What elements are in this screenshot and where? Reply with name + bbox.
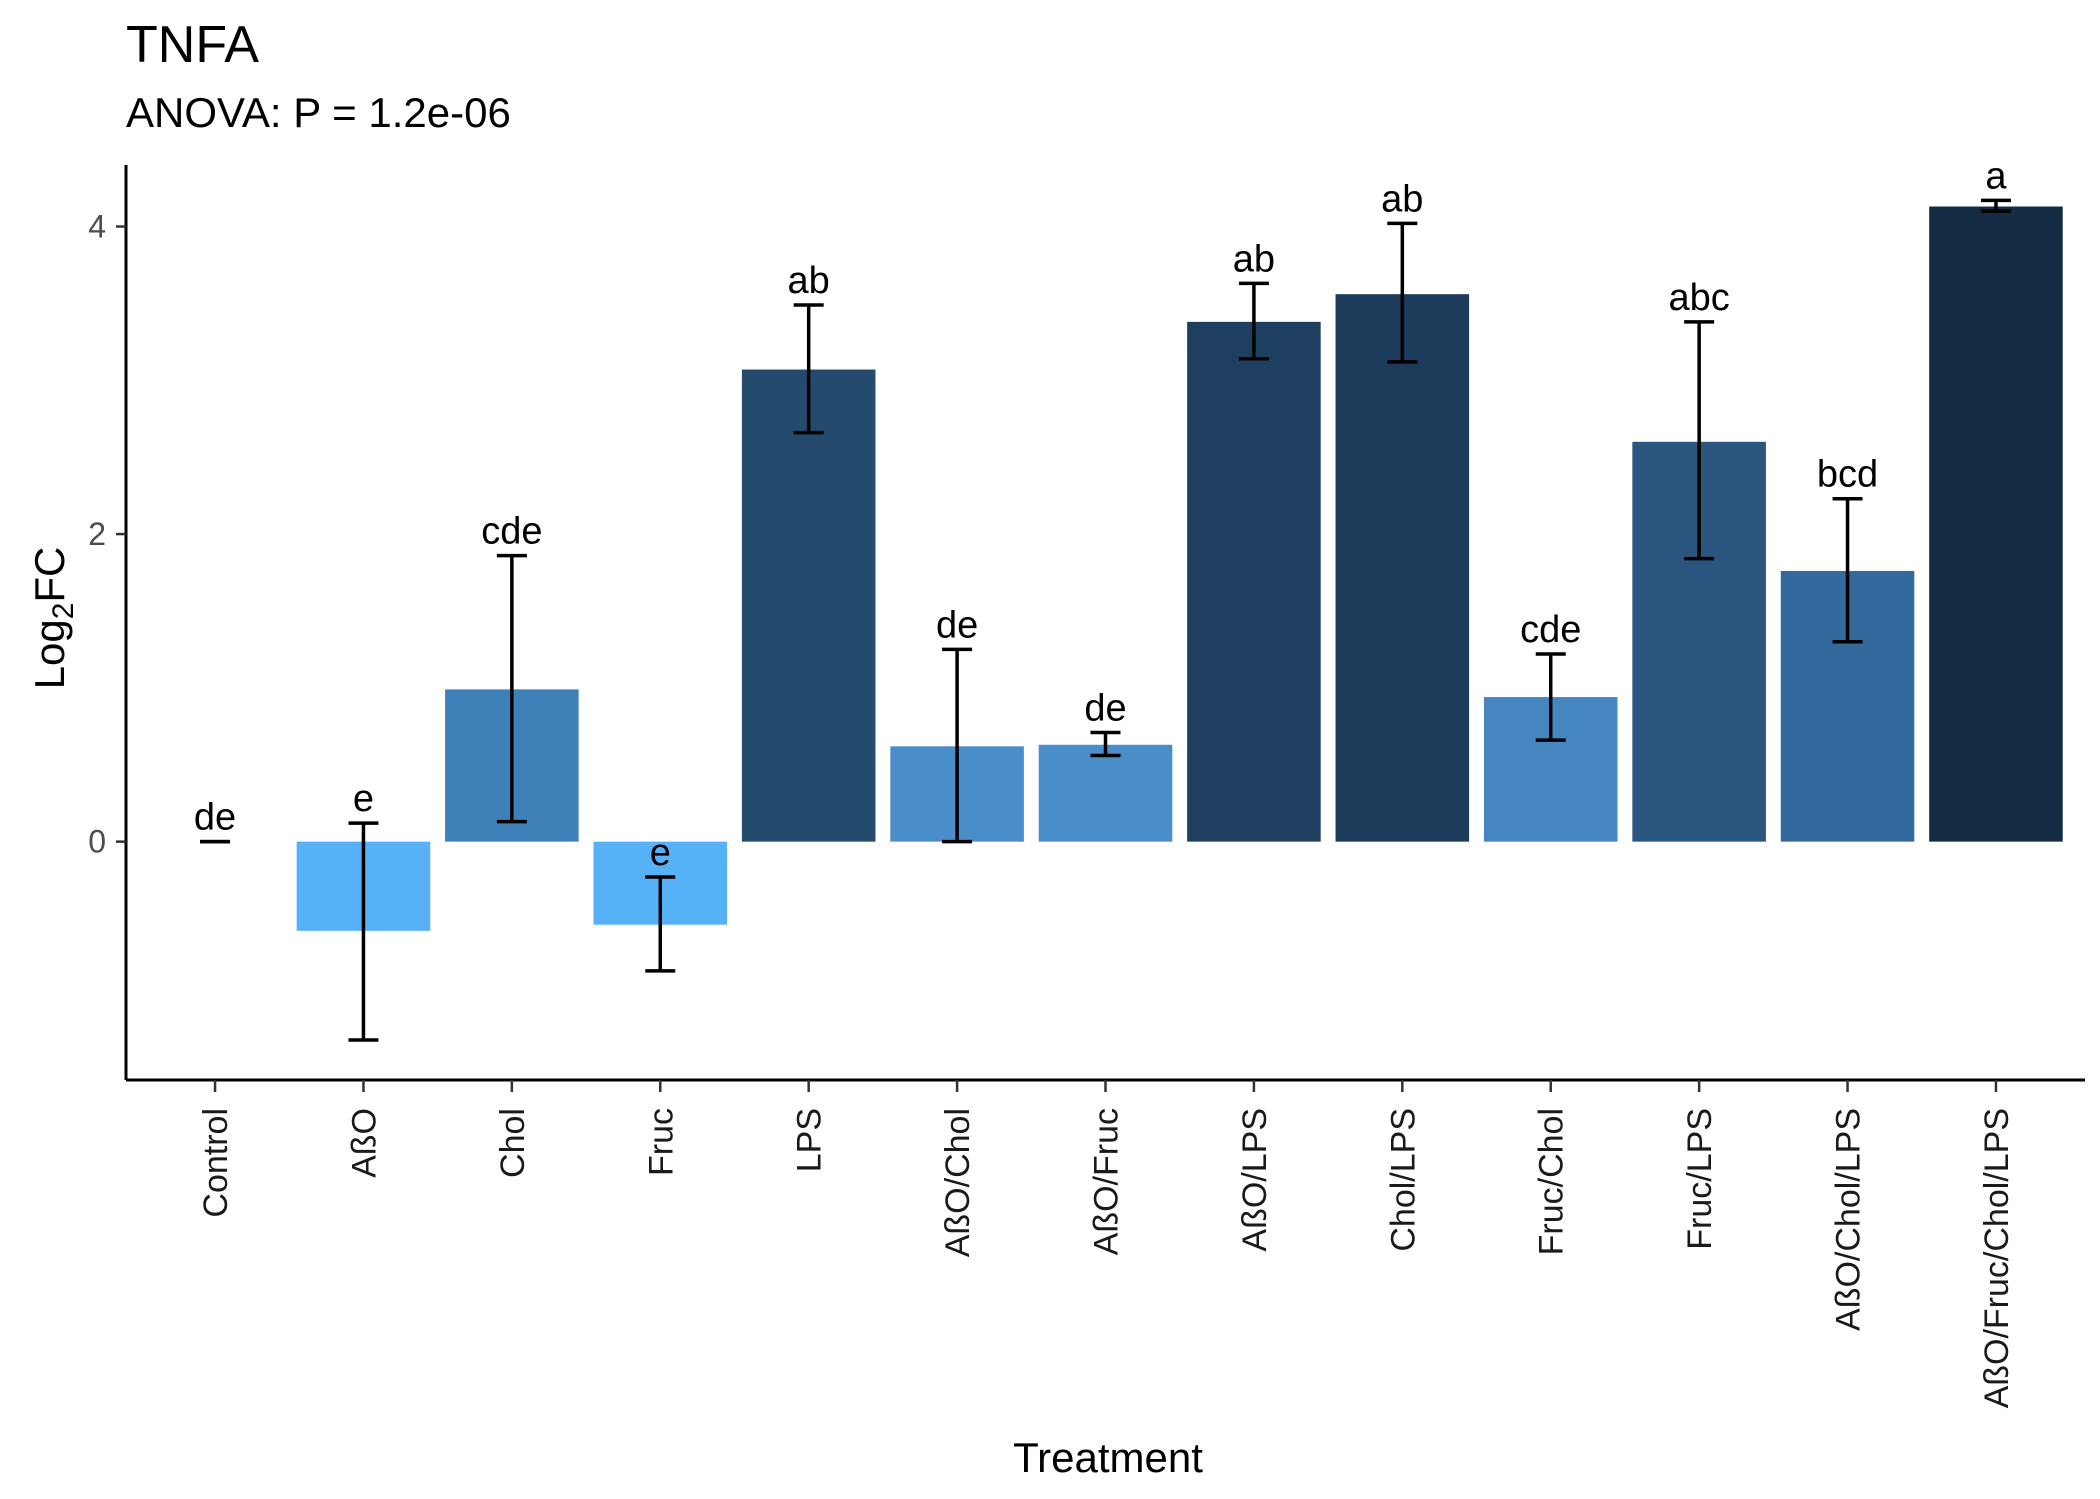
bar: [1038, 744, 1173, 842]
significance-letter: ab: [1381, 178, 1423, 220]
chart-subtitle: ANOVA: P = 1.2e-06: [126, 89, 511, 136]
y-tick-label: 0: [88, 824, 106, 860]
x-tick-label: Chol/LPS: [1384, 1108, 1422, 1252]
y-axis-title-rest: FC: [26, 547, 73, 603]
significance-letter: ab: [1233, 238, 1275, 280]
x-tick-label: Fruc: [642, 1108, 680, 1176]
error-bar: [1684, 320, 1715, 561]
significance-letter: abc: [1668, 277, 1729, 319]
x-tick-label: Control: [197, 1108, 235, 1218]
error-bar: [1090, 730, 1121, 758]
error-bar: [496, 553, 527, 824]
significance-letters-layer: de e cde e ab de de ab ab cde abc bcd a: [194, 155, 2007, 874]
bar: [1335, 294, 1470, 842]
significance-letter: e: [650, 832, 671, 874]
x-axis-title: Treatment: [1013, 1434, 1203, 1481]
x-tick-label: Fruc/Chol: [1533, 1108, 1571, 1255]
significance-letter: ab: [788, 260, 830, 302]
x-tick-label: AßO/Fruc/Chol/LPS: [1978, 1108, 2016, 1408]
x-tick-label: Chol: [494, 1108, 532, 1178]
y-tick-label: 4: [88, 209, 106, 245]
significance-letter: cde: [1520, 609, 1581, 651]
chart-title: TNFA: [126, 16, 259, 74]
x-tick-label: AßO: [345, 1108, 383, 1178]
significance-letter: de: [1084, 687, 1126, 729]
error-bar: [1832, 496, 1863, 644]
x-tick-label: AßO/Chol/LPS: [1830, 1108, 1868, 1331]
significance-letter: a: [1985, 155, 2007, 197]
x-tick-label: AßO/Fruc: [1088, 1108, 1126, 1255]
y-axis-title: Log2FC: [26, 547, 80, 690]
bar: [1187, 321, 1321, 842]
y-axis: 0 2 4: [88, 165, 128, 1080]
error-bar: [942, 647, 973, 844]
error-bar: [793, 303, 824, 435]
x-axis: Control AßO Chol Fruc LPS AßO/Chol AßO/Fruc AßO…: [126, 1078, 2085, 1408]
error-bar: [1980, 198, 2011, 213]
error-bar: [348, 821, 379, 1042]
significance-letter: de: [194, 797, 236, 839]
error-bars-layer: [200, 198, 2011, 1042]
error-bar: [645, 875, 676, 973]
significance-letter: e: [353, 778, 374, 820]
bars-layer: [296, 206, 2063, 931]
y-tick-label: 2: [88, 516, 106, 552]
x-tick-label: AßO/LPS: [1236, 1108, 1274, 1252]
bar: [1929, 206, 2063, 842]
x-tick-label: AßO/Chol: [939, 1108, 977, 1257]
significance-letter: de: [936, 604, 978, 646]
error-bar: [1238, 281, 1269, 361]
error-bar: [1387, 221, 1418, 364]
bar: [741, 369, 876, 842]
x-tick-label: LPS: [791, 1108, 829, 1172]
significance-letter: cde: [481, 511, 542, 553]
x-tick-label: Fruc/LPS: [1681, 1108, 1719, 1250]
significance-letter: bcd: [1817, 454, 1878, 496]
y-axis-title-subscript: 2: [47, 603, 80, 620]
error-bar: [1535, 652, 1566, 742]
y-axis-title-base: Log: [26, 619, 73, 689]
